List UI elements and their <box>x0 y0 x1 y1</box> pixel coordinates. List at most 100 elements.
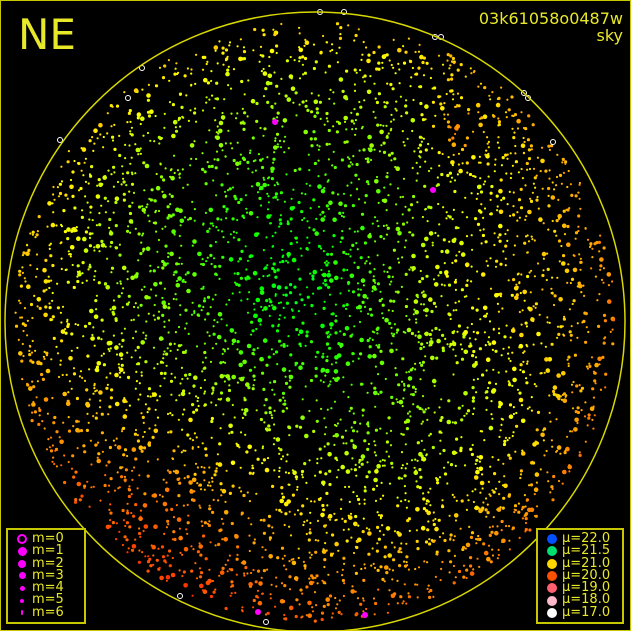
star <box>427 169 431 173</box>
star <box>246 298 249 301</box>
star <box>594 362 599 368</box>
star <box>571 430 574 433</box>
star <box>60 321 63 324</box>
star <box>100 243 106 248</box>
star <box>395 398 398 401</box>
star <box>142 421 145 424</box>
star <box>356 430 359 433</box>
star <box>324 524 328 527</box>
star <box>238 56 243 62</box>
star <box>566 358 569 361</box>
star <box>136 112 142 117</box>
star <box>385 571 389 575</box>
star <box>511 213 516 217</box>
direction-label: NE <box>18 10 76 59</box>
star <box>222 117 225 120</box>
star <box>535 174 538 177</box>
star <box>35 233 39 237</box>
star <box>18 351 23 356</box>
star <box>115 538 118 541</box>
star <box>497 124 500 127</box>
star <box>378 343 381 346</box>
star <box>438 223 441 226</box>
star <box>225 324 228 327</box>
star <box>553 229 557 233</box>
star <box>322 306 326 310</box>
planet-marker <box>255 609 261 615</box>
star <box>432 278 436 281</box>
star <box>441 499 444 502</box>
star <box>428 297 433 302</box>
star <box>21 342 24 346</box>
star <box>451 341 457 347</box>
star <box>193 140 196 143</box>
star <box>383 555 387 559</box>
star <box>95 389 98 392</box>
star <box>497 136 500 139</box>
star <box>361 458 364 461</box>
star <box>526 234 529 237</box>
star <box>281 557 284 560</box>
star <box>139 152 142 155</box>
star <box>331 164 334 167</box>
star <box>532 182 536 185</box>
star <box>178 173 181 176</box>
star <box>381 66 384 69</box>
star <box>324 582 327 585</box>
star <box>359 310 363 313</box>
star <box>157 238 160 242</box>
star <box>284 135 287 138</box>
star <box>594 382 597 385</box>
star <box>368 307 372 311</box>
star <box>567 464 572 470</box>
star <box>572 299 576 303</box>
star <box>375 327 379 331</box>
star <box>365 475 369 479</box>
star <box>489 198 492 201</box>
star <box>166 519 170 523</box>
star <box>325 368 330 374</box>
star <box>379 290 382 293</box>
star <box>334 331 338 335</box>
star <box>162 361 165 364</box>
star <box>542 269 545 272</box>
star <box>354 133 357 136</box>
star <box>114 401 120 407</box>
star <box>320 286 323 290</box>
star <box>434 526 439 532</box>
star <box>351 290 356 294</box>
star <box>217 462 223 467</box>
star <box>394 290 397 293</box>
star <box>268 64 271 68</box>
star <box>78 270 81 273</box>
star <box>602 267 606 270</box>
star <box>164 167 167 170</box>
star <box>511 127 514 130</box>
star <box>375 344 378 347</box>
star <box>298 47 304 53</box>
star <box>373 566 377 570</box>
star <box>126 511 130 515</box>
star <box>283 554 286 557</box>
star <box>523 350 526 353</box>
star <box>278 508 282 512</box>
star <box>31 339 34 343</box>
star <box>21 254 24 257</box>
star <box>526 138 531 142</box>
star <box>354 127 358 130</box>
star <box>251 329 255 333</box>
star <box>455 437 459 441</box>
star <box>479 430 482 433</box>
star <box>403 420 408 424</box>
star <box>263 306 268 311</box>
star <box>414 73 417 76</box>
star <box>88 232 92 236</box>
star <box>406 298 409 301</box>
star <box>373 82 376 85</box>
star <box>206 484 210 487</box>
star <box>516 235 519 238</box>
star <box>320 407 323 410</box>
star <box>144 337 147 340</box>
star <box>509 359 512 363</box>
star <box>498 209 504 215</box>
